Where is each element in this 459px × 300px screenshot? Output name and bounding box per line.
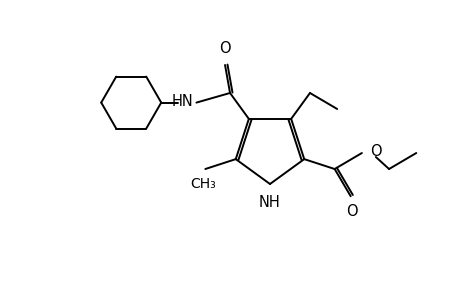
Text: O: O [219, 41, 230, 56]
Text: O: O [345, 204, 357, 219]
Text: HN: HN [171, 94, 193, 109]
Text: NH: NH [258, 195, 280, 210]
Text: CH₃: CH₃ [190, 177, 216, 191]
Text: O: O [369, 143, 381, 158]
